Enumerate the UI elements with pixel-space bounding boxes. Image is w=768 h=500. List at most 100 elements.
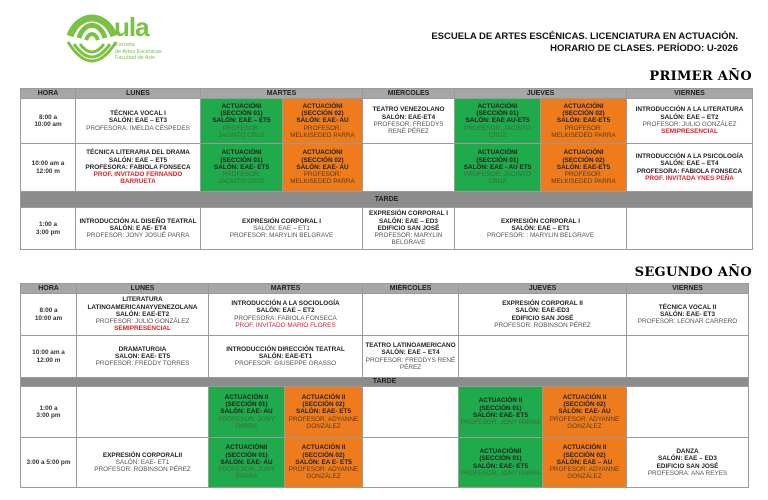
course-detail: SALÓN: EAE – ET2 — [660, 113, 719, 121]
class-cell: TÉCNICA LITERARIA DEL DRAMA SALÓN: EAE – … — [75, 143, 201, 192]
course-detail: JACINTO CRUZ — [218, 131, 265, 139]
course-detail: SALÓN: EAE – ET3 — [108, 117, 168, 125]
course-name: ACTUACIÓNI — [221, 102, 262, 110]
course-detail: PROFESOR: JONY JOSUÉ PARRA — [86, 232, 190, 240]
course-detail: SALÓN: EAE- AU — [296, 163, 349, 171]
course-detail: SALÓN: EAE – ET2 — [256, 307, 315, 315]
course-detail: SALÓN: EAE- AU — [558, 408, 611, 416]
empty-cell — [362, 293, 459, 336]
course-name: TÉCNICA LITERARIA DEL DRAMA — [86, 149, 190, 157]
course-detail: PROFESOR: — [222, 124, 261, 132]
logo-subtitle: Escuela de Artes Escénicas Facultad de A… — [115, 42, 162, 62]
day-header: LUNES — [76, 283, 209, 294]
course-name: ACTUACIÓN II — [478, 397, 523, 405]
year-title-1: PRIMER AÑO — [649, 69, 752, 84]
time-text: 12:00 m — [36, 167, 60, 175]
course-detail: PROFESOR: ROBINSON PÉREZ — [494, 321, 591, 329]
course-detail: PROFESOR: : MARYLIN BELGRAVE — [486, 232, 594, 240]
time-text: 8:00 a — [39, 307, 58, 315]
empty-cell — [626, 207, 753, 250]
course-detail: SALÓN: EAE – ET4 — [660, 160, 719, 168]
class-cell: EXPRESIÓN CORPORAL I SALÓN: EAE – ET1 PROF… — [200, 207, 363, 250]
course-detail: PROFESOR: JACINTO CRUZ — [464, 171, 531, 186]
course-name: ACTUACIÓNII — [225, 444, 268, 452]
course-detail: PROFESORA: IMELDA CÉSPEDES — [86, 124, 190, 132]
course-detail: SALÓN: EAE- AU — [296, 117, 349, 125]
course-detail: MELKISEDED PARRA — [551, 131, 616, 139]
course-detail: PROFESOR: JACINTO CRUZ — [464, 124, 531, 139]
time-text: 1:00 a — [38, 221, 58, 229]
empty-cell — [458, 335, 627, 378]
course-detail: SEMIPRESENCIAL — [661, 128, 718, 136]
course-detail: SALÓN: EAE- ET5 — [295, 408, 352, 416]
schedule-row: 3:00 a 5:00 pm EXPRESIÓN CORPORALII SALÓN:… — [20, 437, 749, 488]
course-detail: SALÓN: EAE – AU — [556, 458, 613, 466]
class-cell: TÉCNICA VOCAL II SALÓN: EAE- ET3 PROFESOR:… — [626, 293, 749, 336]
schedule-row: 8:00 a 10:00 am TÉCNICA VOCAL I SALÓN: EAE … — [20, 98, 753, 144]
course-name: ACTUACIÓNI — [302, 102, 343, 110]
schedule-table-1: HORA LUNES MARTES MIÉRCOLES JUEVES VIERNES 8:0… — [20, 88, 753, 250]
course-detail: PROFESOR: — [564, 124, 603, 132]
day-header: MIÉRCOLES — [362, 88, 455, 99]
class-cell: INTRODUCCIÓN A LA PSICOLOGÍA SALÓN: EAE –… — [626, 143, 753, 192]
day-header: HORA — [20, 88, 76, 99]
course-detail: SALÓN: EAE-ET1 — [258, 352, 313, 360]
course-detail: SALON: EAE- ET5 — [114, 352, 171, 360]
empty-cell — [626, 335, 749, 378]
day-header: JUEVES — [458, 283, 627, 294]
class-cell: ACTUACIÓNI (SECCIÓN 01) SALÓN: EAE - AU ET… — [454, 143, 541, 192]
empty-cell — [76, 386, 209, 438]
day-header: MIÉRCOLES — [362, 283, 459, 294]
class-cell: ACTUACIÓN II (SECCIÓN 02) SALÓN: EAE – AU P… — [542, 437, 627, 488]
empty-cell — [362, 437, 459, 488]
course-detail: PROFESORA: FABIOLA FONSECA — [85, 163, 191, 171]
year-title-2: SEGUNDO AÑO — [634, 265, 752, 280]
course-detail: SALÓN: EAE-ET5 — [556, 117, 611, 125]
class-cell: ACTUACIÓN II (SECCIÓN 02) SALÓN: EAE- ET5 P… — [284, 386, 363, 438]
course-detail: MELKISEDED PARRA — [290, 131, 355, 139]
course-detail: SALÓN: EAE – ED3 — [658, 455, 717, 463]
title-line-1: ESCUELA DE ARTES ESCÉNICAS. LICENCIATURA… — [431, 31, 738, 42]
logo-line: Facultad de Arte — [115, 55, 156, 61]
course-name: ACTUACIÓNI — [563, 149, 604, 157]
course-name: TÉCNICA VOCAL II — [658, 303, 717, 311]
course-detail: (SECCIÓN 01) — [479, 404, 522, 412]
course-detail: (SECCIÓN 02) — [301, 110, 344, 118]
course-name: DANZA — [676, 447, 699, 455]
course-detail: SALÓN: EAE-ED3 — [515, 307, 570, 315]
class-cell: ACTUACIÓN II (SECCIÓN 02) SALÓN: EA E- ET5… — [284, 437, 363, 488]
ula-logo-mark-icon — [66, 14, 118, 63]
class-cell: ACTUACIÓN II (SECCIÓN 01) SALÓN: EAE- ET5 P… — [458, 386, 543, 438]
time-slot: 1:00 a 3:00 pm — [20, 386, 77, 438]
course-detail: MELKISEDED PARRA — [290, 178, 355, 186]
course-detail: PROFESOR: JULIO GONZÁLEZ — [95, 318, 190, 326]
course-detail: (SECCIÓN 02) — [562, 156, 605, 164]
course-detail: SALÓN: EAE – ET1 — [511, 224, 570, 232]
schedule-row: 1:00 a 3:00 pm INTRODUCCIÓN AL DISEÑO TEAT… — [20, 207, 753, 250]
time-text: 12:00 m — [36, 356, 61, 364]
course-detail: PROFESOR: LEONAR CARRERO — [637, 318, 738, 326]
course-detail: SALÓN: EAE-ET2 — [115, 310, 170, 318]
logo-line: de Artes Escénicas — [115, 48, 162, 55]
time-text: 10:00 am a — [31, 160, 65, 168]
tarde-row: TARDE — [20, 191, 753, 208]
course-detail: PROFESOR: JULIO GONZÁLEZ — [642, 121, 737, 128]
day-header: MARTES — [208, 283, 363, 294]
course-detail: PROFESOR: ADYANNE GONZÁLEZ — [549, 415, 620, 430]
class-cell: EXPRESIÓN CORPORAL I SALÓN: EAE – ET1 PROF… — [454, 207, 627, 250]
schedule-row: 10:00 am a 12:00 m TÉCNICA LITERARIA DEL D… — [20, 143, 753, 192]
course-detail: EDIFICIO SAN JOSÉ — [656, 462, 719, 470]
course-detail: EDIFICIO SAN JOSÉ — [511, 314, 574, 322]
title-line-2: HORARIO DE CLASES. PERÍODO: U-2026 — [550, 43, 738, 54]
course-name: TÉCNICA VOCAL I — [110, 110, 166, 118]
class-cell: ACTUACIÓN II (SECCIÓN 02) SALÓN: EAE- AU PR… — [542, 386, 627, 438]
course-detail: PROFESOR: ADYANNE GONZÁLEZ — [288, 415, 359, 430]
course-detail: SALÓN: EAE- ET5 — [472, 412, 529, 419]
course-detail: (SECCIÓN 01) — [220, 156, 263, 164]
day-header: LUNES — [75, 88, 201, 99]
course-name: ACTUACIÓNI — [563, 102, 604, 110]
day-header: VIERNES — [626, 88, 753, 99]
time-text: 10:00 am — [34, 314, 63, 322]
ula-logo: ula Escuela de Artes Escénicas Facultad … — [62, 2, 182, 68]
class-cell: TÉCNICA VOCAL I SALÓN: EAE – ET3 PROFESORA… — [75, 98, 201, 144]
